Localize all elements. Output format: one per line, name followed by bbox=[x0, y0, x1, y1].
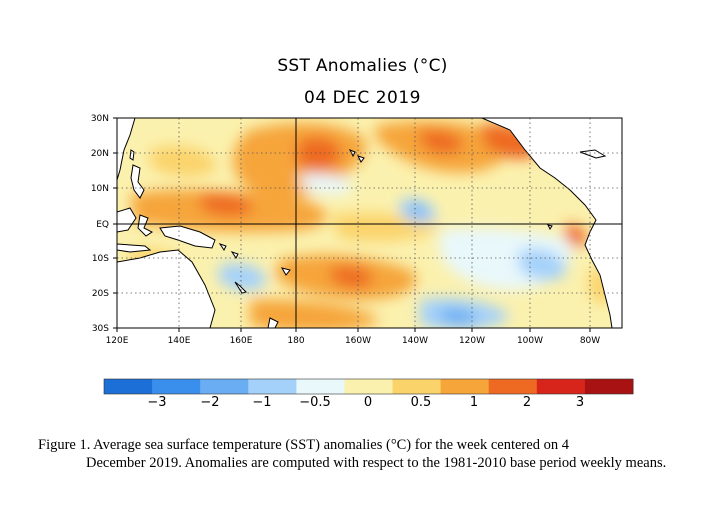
lon-label: 140W bbox=[402, 336, 428, 346]
figure-caption: Figure 1. Average sea surface temperatur… bbox=[38, 436, 688, 472]
lat-label: 30S bbox=[92, 324, 109, 334]
lon-label: 100W bbox=[517, 336, 543, 346]
colorbar-swatch bbox=[584, 379, 634, 394]
lat-label: 30N bbox=[91, 114, 109, 124]
colorbar-tick-label: 3 bbox=[576, 395, 584, 410]
colorbar-tick-label: 1 bbox=[470, 395, 478, 410]
lat-label: EQ bbox=[96, 220, 109, 230]
colorbar-swatch bbox=[344, 379, 394, 394]
anomaly-field bbox=[117, 118, 622, 328]
colorbar-swatch bbox=[200, 379, 249, 394]
lon-label: 80W bbox=[580, 336, 600, 346]
lon-label: 160W bbox=[345, 336, 371, 346]
colorbar-tick-label: 0 bbox=[364, 395, 372, 410]
map-title: SST Anomalies (°C) bbox=[277, 56, 448, 76]
latitude-labels: 30N 20N 10N EQ 10S 20S 30S bbox=[91, 114, 109, 334]
lon-label: 180 bbox=[287, 336, 304, 346]
colorbar-tick-label: 0.5 bbox=[411, 395, 432, 410]
colorbar-tick-label: −1 bbox=[252, 395, 271, 410]
caption-line-1: Figure 1. Average sea surface temperatur… bbox=[38, 437, 569, 453]
colorbar-swatch bbox=[152, 379, 201, 394]
lat-label: 20S bbox=[92, 289, 109, 299]
colorbar-swatch bbox=[296, 379, 345, 394]
colorbar-tick-labels: −3 −2 −1 −0.5 0 0.5 1 2 3 bbox=[147, 395, 584, 410]
map-grid bbox=[117, 118, 622, 328]
longitude-labels: 120E 140E 160E 180 160W 140W 120W 100W 8… bbox=[106, 336, 601, 346]
colorbar-swatch bbox=[488, 379, 538, 394]
caption-continuation: December 2019. Anomalies are computed wi… bbox=[86, 455, 667, 471]
colorbar-swatch bbox=[440, 379, 490, 394]
colorbar-tick-label: 2 bbox=[523, 395, 531, 410]
lat-label: 10N bbox=[91, 184, 109, 194]
lon-label: 160E bbox=[230, 336, 253, 346]
lon-label: 120E bbox=[106, 336, 129, 346]
colorbar-tick-label: −2 bbox=[200, 395, 219, 410]
colorbar-swatch bbox=[392, 379, 442, 394]
colorbar-swatches bbox=[103, 378, 634, 395]
map-date: 04 DEC 2019 bbox=[304, 88, 421, 108]
colorbar-swatch bbox=[248, 379, 297, 394]
colorbar-border bbox=[103, 378, 634, 395]
colorbar-tick-label: −0.5 bbox=[299, 395, 331, 410]
lat-label: 10S bbox=[92, 254, 109, 264]
lat-label: 20N bbox=[91, 149, 109, 159]
colorbar: −3 −2 −1 −0.5 0 0.5 1 2 3 bbox=[103, 378, 634, 410]
colorbar-swatch bbox=[104, 379, 153, 394]
colorbar-swatch bbox=[536, 379, 586, 394]
map-frame bbox=[116, 117, 623, 329]
lon-label: 120W bbox=[459, 336, 485, 346]
lon-label: 140E bbox=[168, 336, 191, 346]
colorbar-tick-label: −3 bbox=[147, 395, 166, 410]
sst-anomaly-map: 30N 20N 10N EQ 10S 20S 30S 120E 140E 160… bbox=[91, 114, 623, 346]
